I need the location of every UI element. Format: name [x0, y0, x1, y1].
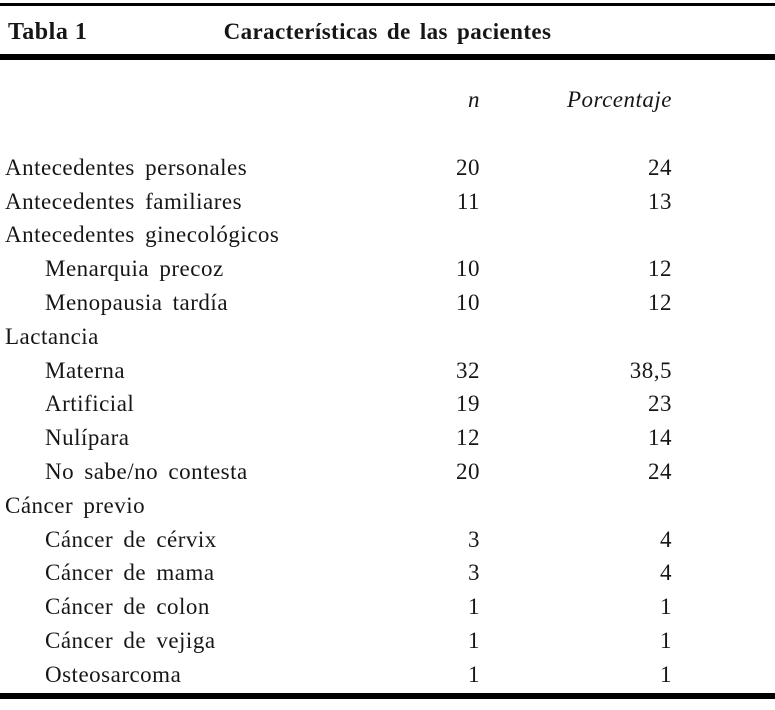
row-pct-value: 4: [660, 526, 672, 552]
table-row: Cáncer previo: [0, 489, 775, 523]
top-rule: [0, 3, 775, 6]
row-pct-value: 14: [648, 425, 672, 451]
table-caption: Tabla 1 Características de las pacientes: [0, 12, 775, 52]
row-label: Cáncer de cérvix: [45, 526, 217, 552]
row-label: Menarquia precoz: [45, 256, 224, 282]
row-n-value: 3: [468, 560, 480, 586]
row-label: Artificial: [45, 391, 135, 417]
table-row: Lactancia: [0, 320, 775, 354]
row-n-value: 20: [456, 154, 480, 180]
column-header-row: n Porcentaje: [0, 83, 775, 117]
row-n-value: 32: [456, 357, 480, 383]
table-row: Cáncer de mama 3 4: [0, 557, 775, 591]
row-label: Lactancia: [5, 323, 99, 349]
table-row: Menarquia precoz 10 12: [0, 252, 775, 286]
row-n-value: 12: [456, 425, 480, 451]
row-label: Nulípara: [45, 425, 130, 451]
row-pct-value: 23: [648, 391, 672, 417]
row-pct-value: 1: [660, 661, 672, 687]
row-label: Osteosarcoma: [45, 661, 182, 687]
row-label: Cáncer de mama: [45, 560, 215, 586]
row-label: Cáncer de colon: [45, 594, 210, 620]
row-label: Antecedentes ginecológicos: [5, 222, 280, 248]
table-body: Antecedentes personales 20 24 Antecedent…: [0, 151, 775, 692]
row-pct-value: 38,5: [629, 357, 672, 383]
row-pct-value: 4: [660, 560, 672, 586]
column-header-porcentaje: Porcentaje: [566, 87, 672, 112]
row-n-value: 1: [468, 661, 480, 687]
row-pct-value: 12: [648, 256, 672, 282]
table-row: No sabe/no contesta 20 24: [0, 455, 775, 489]
table-row: Cáncer de cérvix 3 4: [0, 523, 775, 557]
table-row: Cáncer de colon 1 1: [0, 590, 775, 624]
table-row: Artificial 19 23: [0, 388, 775, 422]
row-n-value: 11: [456, 188, 480, 214]
table-title: Características de las pacientes: [223, 19, 552, 44]
row-label: Cáncer de vejiga: [45, 628, 216, 654]
table-number: Tabla 1: [8, 18, 88, 45]
row-n-value: 3: [468, 526, 480, 552]
row-n-value: 1: [468, 628, 480, 654]
table-row: Menopausia tardía 10 12: [0, 286, 775, 320]
row-pct-value: 24: [648, 154, 672, 180]
row-label: Antecedentes familiares: [5, 188, 243, 214]
row-n-value: 10: [456, 256, 480, 282]
row-label: No sabe/no contesta: [45, 459, 248, 485]
row-pct-value: 1: [660, 628, 672, 654]
bottom-rule: [0, 693, 775, 699]
row-n-value: 20: [456, 459, 480, 485]
row-n-value: 19: [456, 391, 480, 417]
row-pct-value: 1: [660, 594, 672, 620]
column-header-n: n: [468, 87, 480, 112]
row-n-value: 10: [456, 290, 480, 316]
table-row: Antecedentes personales 20 24: [0, 151, 775, 185]
row-label: Cáncer previo: [5, 492, 146, 518]
row-label: Antecedentes personales: [5, 154, 248, 180]
row-n-value: 1: [468, 594, 480, 620]
row-pct-value: 13: [648, 188, 672, 214]
table-row: Cáncer de vejiga 1 1: [0, 624, 775, 658]
table-row: Osteosarcoma 1 1: [0, 658, 775, 692]
table-row: Materna 32 38,5: [0, 354, 775, 388]
table-row: Nulípara 12 14: [0, 421, 775, 455]
table-row: Antecedentes ginecológicos: [0, 219, 775, 253]
row-pct-value: 24: [648, 459, 672, 485]
caption-rule: [0, 54, 775, 60]
row-pct-value: 12: [648, 290, 672, 316]
row-label: Materna: [45, 357, 126, 383]
row-label: Menopausia tardía: [45, 290, 229, 316]
table-row: Antecedentes familiares 11 13: [0, 185, 775, 219]
